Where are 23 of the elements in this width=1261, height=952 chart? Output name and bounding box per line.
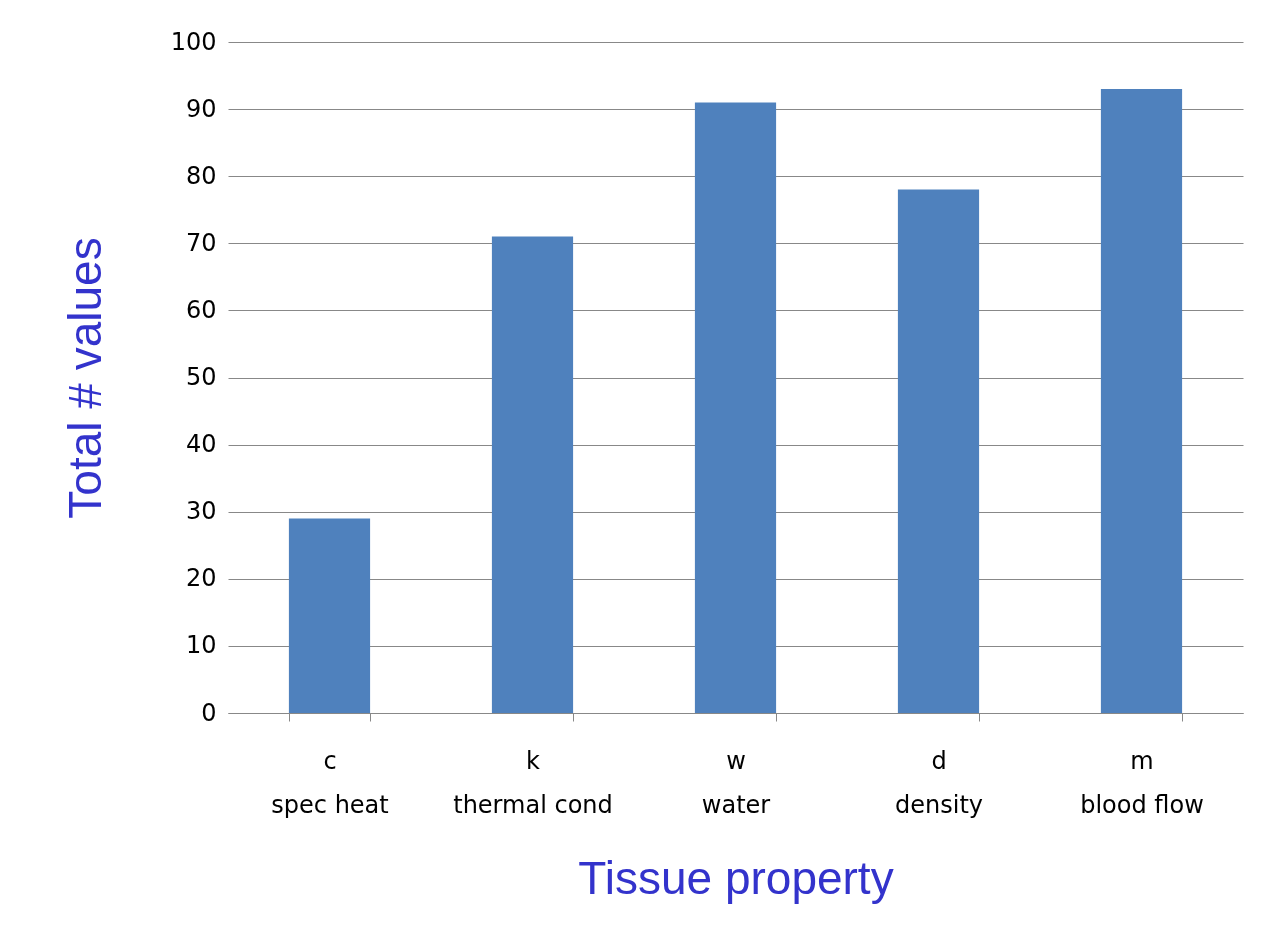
y-tick-label: 50 <box>185 363 217 391</box>
x-tick-label: w water <box>701 746 771 819</box>
y-tick-label: 90 <box>185 94 217 123</box>
bar <box>491 236 574 713</box>
y-tick-label: 80 <box>185 161 217 190</box>
y-tick-label: 100 <box>170 27 217 56</box>
x-tick-label: m blood flow <box>1080 746 1204 819</box>
y-axis-title: Total # values <box>58 237 111 519</box>
bar <box>1100 88 1183 713</box>
bar <box>288 518 371 713</box>
y-tick-label: 20 <box>185 564 217 593</box>
x-tick-label: c spec heat <box>271 746 389 819</box>
y-tick-label: 40 <box>185 430 217 459</box>
x-tick-label: k thermal cond <box>453 746 613 819</box>
y-tick-label: 70 <box>185 228 217 257</box>
y-tick-label: 10 <box>185 631 217 660</box>
y-tick-label: 60 <box>185 295 217 324</box>
x-axis-title: Tissue property <box>578 851 894 904</box>
x-tick-label: d density <box>895 746 983 819</box>
bar <box>897 189 980 713</box>
bar <box>694 102 777 713</box>
y-tick-label: 30 <box>185 497 217 526</box>
y-tick-label: 0 <box>201 698 217 727</box>
